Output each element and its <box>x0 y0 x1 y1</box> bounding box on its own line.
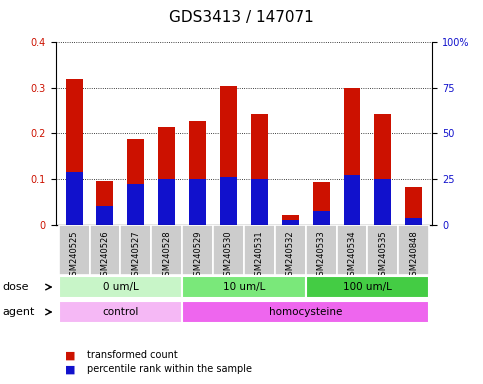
Bar <box>220 86 237 225</box>
Bar <box>275 225 306 275</box>
Bar <box>343 88 360 225</box>
Bar <box>282 215 298 225</box>
Text: agent: agent <box>2 307 35 317</box>
Text: ■: ■ <box>65 364 76 374</box>
Bar <box>128 139 144 225</box>
Bar <box>306 225 337 275</box>
Text: percentile rank within the sample: percentile rank within the sample <box>87 364 252 374</box>
Text: homocysteine: homocysteine <box>269 306 342 316</box>
Text: GSM240529: GSM240529 <box>193 231 202 281</box>
Bar <box>306 276 429 298</box>
Text: GSM240525: GSM240525 <box>70 231 79 281</box>
Text: GSM240531: GSM240531 <box>255 231 264 281</box>
Bar <box>158 127 175 225</box>
Text: GSM240848: GSM240848 <box>409 231 418 281</box>
Text: GSM240532: GSM240532 <box>286 231 295 281</box>
Bar <box>182 225 213 275</box>
Bar <box>251 114 268 225</box>
Text: 0 um/L: 0 um/L <box>102 281 138 291</box>
Bar <box>313 182 329 225</box>
Bar <box>58 225 89 275</box>
Bar <box>66 172 83 225</box>
Bar <box>151 225 182 275</box>
Bar <box>368 225 398 275</box>
Text: control: control <box>102 306 139 316</box>
Bar <box>189 121 206 225</box>
Bar <box>213 225 244 275</box>
Bar <box>282 220 298 225</box>
Bar <box>89 225 120 275</box>
Text: transformed count: transformed count <box>87 350 178 360</box>
Bar <box>398 225 429 275</box>
Text: 10 um/L: 10 um/L <box>223 281 265 291</box>
Text: GSM240535: GSM240535 <box>378 231 387 281</box>
Bar <box>337 225 368 275</box>
Bar <box>128 184 144 225</box>
Bar <box>244 225 275 275</box>
Bar <box>343 175 360 225</box>
Bar <box>97 181 114 225</box>
Text: GSM240533: GSM240533 <box>317 231 326 281</box>
Bar <box>405 187 422 225</box>
Bar <box>313 211 329 225</box>
Bar <box>374 114 391 225</box>
Bar <box>97 207 114 225</box>
Bar <box>374 179 391 225</box>
Bar <box>220 177 237 225</box>
Text: GDS3413 / 147071: GDS3413 / 147071 <box>169 10 314 25</box>
Text: ■: ■ <box>65 350 76 360</box>
Bar <box>58 301 182 323</box>
Bar <box>405 218 422 225</box>
Bar <box>58 276 182 298</box>
Text: GSM240526: GSM240526 <box>100 231 110 281</box>
Bar <box>158 179 175 225</box>
Text: 100 um/L: 100 um/L <box>343 281 392 291</box>
Text: GSM240527: GSM240527 <box>131 231 141 281</box>
Text: GSM240530: GSM240530 <box>224 231 233 281</box>
Bar <box>182 301 429 323</box>
Bar <box>120 225 151 275</box>
Text: GSM240528: GSM240528 <box>162 231 171 281</box>
Text: GSM240534: GSM240534 <box>347 231 356 281</box>
Bar <box>66 79 83 225</box>
Bar <box>189 179 206 225</box>
Bar <box>251 179 268 225</box>
Bar <box>182 276 306 298</box>
Text: dose: dose <box>2 282 29 292</box>
